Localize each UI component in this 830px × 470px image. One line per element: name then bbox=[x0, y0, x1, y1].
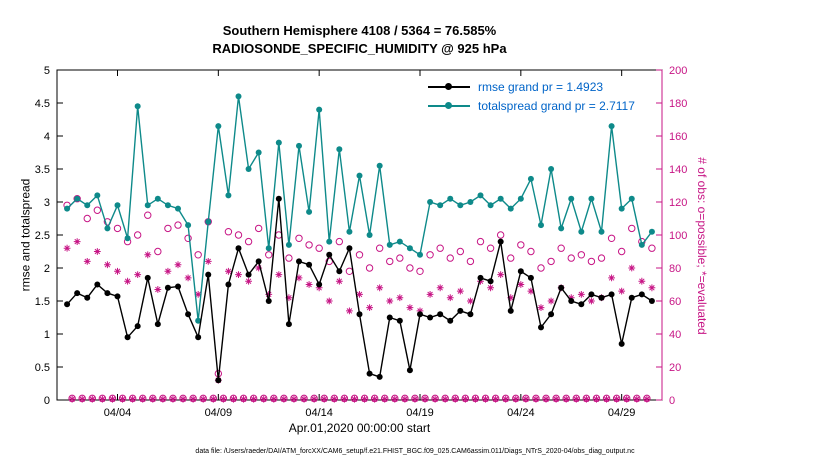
chart-title: Southern Hemisphere 4108 / 5364 = 76.585… bbox=[222, 23, 497, 38]
chart-subtitle: RADIOSONDE_SPECIFIC_HUMIDITY @ 925 hPa bbox=[212, 41, 507, 56]
legend-item-rmse: rmse grand pr = 1.4923 bbox=[428, 77, 635, 96]
rmse-marker-icon bbox=[445, 83, 452, 90]
legend-label-totalspread: totalspread grand pr = 2.7117 bbox=[478, 98, 635, 113]
svg-text:04/04: 04/04 bbox=[104, 407, 132, 419]
totalspread-marker-icon bbox=[445, 102, 452, 109]
svg-text:3.5: 3.5 bbox=[35, 164, 50, 176]
svg-text:80: 80 bbox=[669, 263, 681, 275]
svg-text:4.5: 4.5 bbox=[35, 98, 50, 110]
legend-label-rmse: rmse grand pr = 1.4923 bbox=[478, 79, 604, 94]
legend: rmse grand pr = 1.4923 totalspread grand… bbox=[428, 77, 635, 115]
svg-text:4: 4 bbox=[44, 131, 50, 143]
svg-text:04/29: 04/29 bbox=[608, 407, 636, 419]
svg-text:5: 5 bbox=[44, 65, 50, 77]
svg-text:3: 3 bbox=[44, 197, 50, 209]
svg-text:40: 40 bbox=[669, 329, 681, 341]
svg-text:180: 180 bbox=[669, 98, 687, 110]
svg-text:04/19: 04/19 bbox=[406, 407, 434, 419]
y-axis-label-left: rmse and totalspread bbox=[18, 178, 33, 292]
y-axis-label-right: # of obs: o=possible; *=evaluated bbox=[695, 157, 709, 335]
svg-text:1.5: 1.5 bbox=[35, 296, 50, 308]
svg-text:2: 2 bbox=[44, 263, 50, 275]
svg-text:1: 1 bbox=[44, 329, 50, 341]
svg-text:200: 200 bbox=[669, 65, 687, 77]
svg-text:04/24: 04/24 bbox=[507, 407, 535, 419]
svg-text:60: 60 bbox=[669, 296, 681, 308]
svg-text:140: 140 bbox=[669, 164, 687, 176]
svg-text:100: 100 bbox=[669, 230, 687, 242]
svg-text:20: 20 bbox=[669, 362, 681, 374]
svg-text:2.5: 2.5 bbox=[35, 230, 50, 242]
x-axis-label: Apr.01,2020 00:00:00 start bbox=[288, 421, 431, 435]
svg-text:04/09: 04/09 bbox=[205, 407, 233, 419]
svg-text:0: 0 bbox=[44, 395, 50, 407]
svg-text:160: 160 bbox=[669, 131, 687, 143]
data-file-path: data file: /Users/raeder/DAI/ATM_forcXX/… bbox=[195, 448, 635, 455]
title-block: Southern Hemisphere 4108 / 5364 = 76.585… bbox=[0, 22, 719, 58]
svg-text:04/14: 04/14 bbox=[305, 407, 333, 419]
rmse-line-sample bbox=[428, 83, 470, 90]
totalspread-line-sample bbox=[428, 102, 470, 109]
svg-text:0: 0 bbox=[669, 395, 675, 407]
legend-item-totalspread: totalspread grand pr = 2.7117 bbox=[428, 96, 635, 115]
svg-text:0.5: 0.5 bbox=[35, 362, 50, 374]
svg-text:120: 120 bbox=[669, 197, 687, 209]
